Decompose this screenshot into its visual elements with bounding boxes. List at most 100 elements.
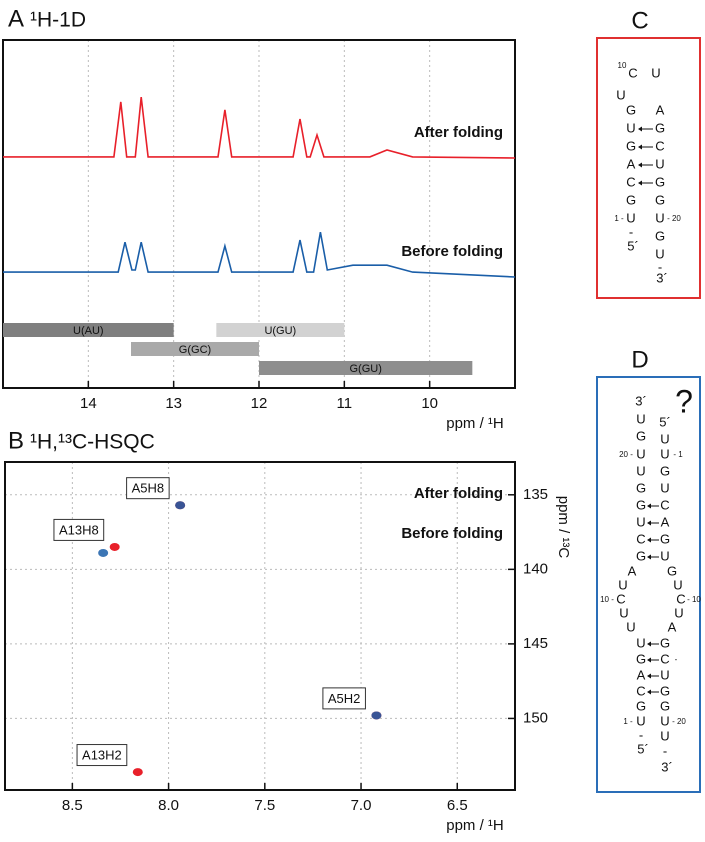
nucleotide: C — [616, 591, 625, 606]
nucleotide: G — [636, 698, 646, 713]
legend-label: Before folding — [401, 525, 503, 542]
range-bar — [3, 323, 174, 337]
nucleotide: A — [661, 514, 670, 529]
nucleotide: 5´ — [637, 741, 649, 756]
nucleotide: 3´ — [661, 759, 673, 774]
x-tick-label: 7.5 — [254, 797, 275, 814]
x-tick-label: 12 — [251, 395, 268, 412]
x-axis-label: ppm / ¹H — [446, 415, 504, 432]
nucleotide: U — [660, 480, 669, 495]
nucleotide: G — [626, 192, 636, 207]
nucleotide: C — [636, 683, 645, 698]
peak-label: A13H2 — [82, 748, 122, 763]
range-bar — [216, 323, 345, 337]
nucleotide: C — [628, 65, 637, 80]
nucleotide: - — [629, 224, 633, 239]
nucleotide: U — [651, 65, 660, 80]
base-pair-head — [647, 520, 651, 526]
peak-label: A13H8 — [59, 522, 99, 537]
nucleotide: - 10 — [687, 595, 701, 604]
y-axis-label: ppm / ¹³C — [555, 496, 572, 559]
legend-label: After folding — [414, 124, 503, 141]
nucleotide: C — [660, 651, 669, 666]
nucleotide: G — [636, 651, 646, 666]
peak-label: A5H8 — [132, 481, 165, 496]
nucleotide: U — [636, 514, 645, 529]
spectrum-line — [3, 231, 516, 278]
plot-frame — [2, 39, 516, 389]
nucleotide: U — [618, 577, 627, 592]
chart-title: ¹H,¹³C-HSQC — [30, 431, 155, 454]
panel-label: C — [631, 7, 648, 34]
x-tick-label: 8.0 — [158, 797, 179, 814]
nucleotide: U — [626, 210, 635, 225]
base-pair-head — [647, 537, 651, 543]
structure-mark: ? — [675, 383, 693, 419]
panel-label: A — [8, 5, 24, 32]
peak-label: A5H2 — [328, 691, 361, 706]
x-tick-label: 13 — [165, 395, 182, 412]
nucleotide: G — [636, 428, 646, 443]
peak — [109, 542, 120, 551]
nucleotide: U — [660, 431, 669, 446]
nucleotide: U — [655, 246, 664, 261]
nucleotide: U — [660, 728, 669, 743]
y-tick-label: 150 — [523, 709, 548, 726]
peak — [371, 711, 382, 720]
nucleotide: G — [626, 138, 636, 153]
base-pair-head — [638, 126, 642, 132]
nucleotide: U — [660, 446, 669, 461]
range-bar — [131, 342, 259, 356]
base-pair-head — [647, 554, 651, 560]
nucleotide: U — [674, 605, 683, 620]
legend-label: After folding — [414, 485, 503, 502]
nucleotide: C — [626, 174, 635, 189]
base-pair-head — [638, 180, 642, 186]
spectrum-line — [3, 97, 516, 159]
range-bar — [259, 361, 473, 375]
base-pair-head — [647, 689, 651, 695]
nucleotide: 5´ — [659, 414, 671, 429]
peak — [175, 501, 186, 510]
peak — [132, 768, 143, 777]
nucleotide: G — [655, 174, 665, 189]
nucleotide: - — [639, 727, 643, 742]
nucleotide: G — [660, 635, 670, 650]
range-label: U(GU) — [264, 325, 296, 337]
nucleotide: C — [636, 531, 645, 546]
nucleotide: - 20 — [667, 214, 681, 223]
nucleotide: A — [656, 102, 665, 117]
nucleotide: U — [660, 713, 669, 728]
nucleotide: G — [636, 548, 646, 563]
peak-label-box — [126, 477, 170, 500]
nucleotide: A — [637, 667, 646, 682]
nucleotide: 20 - — [619, 450, 633, 459]
nucleotide: 3´ — [635, 393, 647, 408]
nucleotide: U — [655, 210, 664, 225]
x-tick-label: 6.5 — [447, 797, 468, 814]
base-pair-head — [647, 641, 651, 647]
chart-title: ¹H-1D — [30, 9, 86, 32]
nucleotide: 10 — [618, 61, 627, 70]
nucleotide: C — [676, 591, 685, 606]
y-tick-label: 140 — [523, 560, 548, 577]
base-pair-head — [638, 162, 642, 168]
nucleotide: G — [655, 228, 665, 243]
peak-label-box — [76, 744, 128, 767]
panel-label: D — [631, 346, 648, 373]
nucleotide: A — [627, 156, 636, 171]
range-label: G(GU) — [349, 363, 381, 375]
panel-label: B — [8, 427, 24, 454]
nucleotide: A — [668, 619, 677, 634]
peak — [98, 548, 109, 557]
nucleotide: 10 - — [600, 595, 614, 604]
base-pair-head — [647, 503, 651, 509]
nucleotide: U — [636, 411, 645, 426]
structure-frame — [596, 37, 701, 299]
nucleotide: 1 - — [614, 214, 624, 223]
legend-label: Before folding — [401, 243, 503, 260]
structure-frame — [596, 376, 701, 793]
nucleotide: U — [616, 87, 625, 102]
nucleotide: 5´ — [627, 238, 639, 253]
